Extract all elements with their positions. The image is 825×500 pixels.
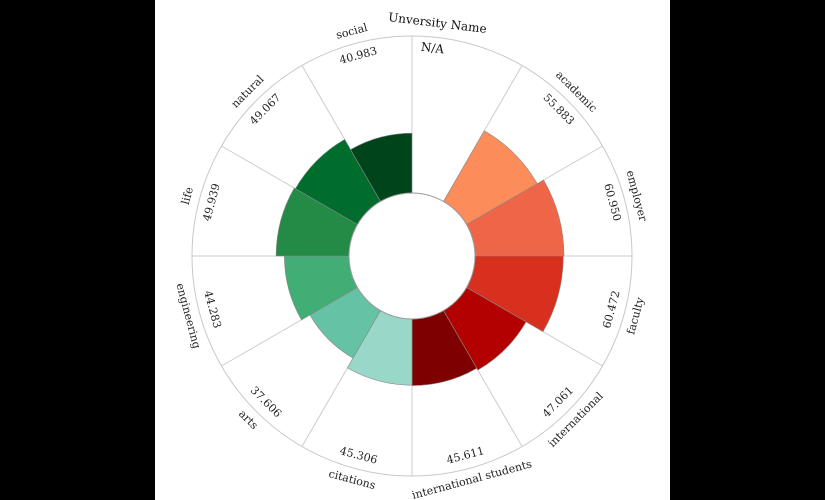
title-value: N/A xyxy=(420,40,445,57)
value-academic: 55.883 xyxy=(541,91,577,127)
label-life: life xyxy=(179,186,196,206)
label-social: social xyxy=(335,21,370,42)
value-citations: 45.306 xyxy=(338,444,379,467)
label-citations: citations xyxy=(327,467,377,492)
value-life: 49.939 xyxy=(200,182,223,223)
value-engineering: 44.283 xyxy=(201,289,224,330)
value-faculty: 60.472 xyxy=(600,289,623,330)
value-natural: 49.067 xyxy=(247,91,283,127)
label-employer: employer xyxy=(624,169,650,223)
label-international-students: international students xyxy=(411,457,534,500)
title-group: Unversity Name N/A xyxy=(387,10,487,56)
value-international-students: 45.611 xyxy=(445,444,486,467)
inner-hole xyxy=(348,192,476,320)
label-arts: arts xyxy=(236,407,261,432)
chart-title: Unversity Name xyxy=(387,10,487,36)
value-employer: 60.950 xyxy=(601,182,624,223)
label-engineering: engineering xyxy=(173,282,203,350)
value-social: 40.983 xyxy=(338,44,379,67)
